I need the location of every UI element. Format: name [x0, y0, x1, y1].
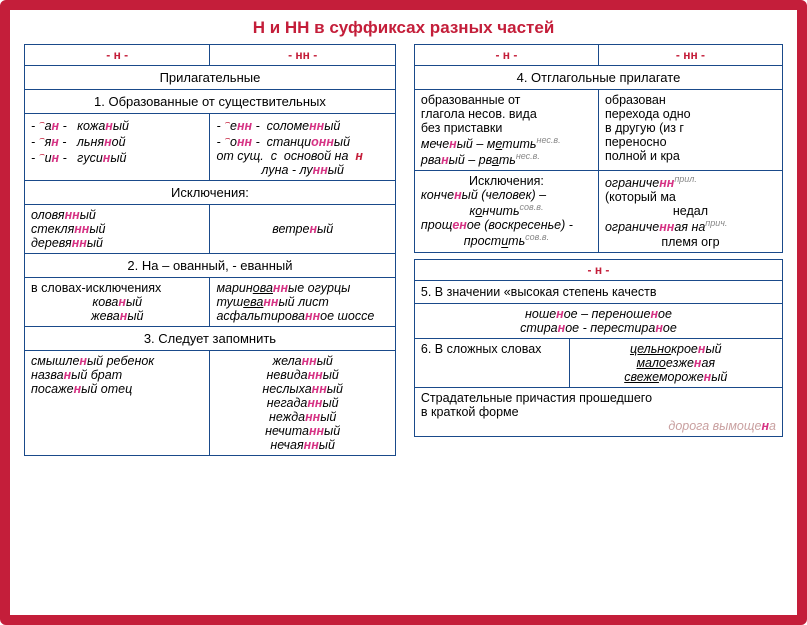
excl4-right: ограниченнприл. (который ма недал ограни…: [598, 171, 782, 252]
main-title: Н и НН в суффиксах разных частей: [10, 18, 797, 38]
section-2: 2. На – ованный, - еванный: [25, 254, 396, 278]
cell-2-right: маринованные огурцы тушеванный лист асфа…: [210, 278, 395, 327]
left-column: - н - - нн - Прилагательные 1. Образован…: [24, 44, 396, 605]
excl-left: оловянный стеклянный деревянный: [25, 205, 210, 254]
header-nn: - нн -: [210, 45, 395, 66]
header-n: - н -: [25, 45, 210, 66]
header-n-r: - н -: [414, 45, 598, 66]
r2-top: в словах-исключениях: [31, 281, 203, 295]
bottom-cell: Страдательные причастия прошедшего в кра…: [414, 387, 782, 436]
section-6: 6. В сложных словах: [415, 339, 569, 387]
cell-3-left: смышленый ребенок названый брат посажены…: [25, 351, 210, 456]
cell-1-left: - ⌢ан - кожаный - ⌢ян - льняной - ⌢ин - …: [25, 114, 210, 181]
content-columns: - н - - нн - Прилагательные 1. Образован…: [10, 44, 797, 615]
cell-4-right: образован перехода одно в другую (из г п…: [598, 90, 782, 171]
document-frame: Н и НН в суффиксах разных частей - н - -…: [0, 0, 807, 625]
cell-3-right: желанный невиданный неслыханный негаданн…: [210, 351, 395, 456]
left-table: - н - - нн - Прилагательные 1. Образован…: [24, 44, 396, 456]
section-4: 4. Отглагольные прилагате: [414, 66, 782, 90]
exclusions-title: Исключения:: [25, 181, 396, 205]
section-5: 5. В значении «высокая степень качеств: [414, 280, 782, 303]
right-column: - н - - нн - 4. Отглагольные прилагате о…: [414, 44, 783, 605]
section-3: 3. Следует запомнить: [25, 327, 396, 351]
excl-right: ветреный: [210, 205, 395, 254]
cell-6-right: цельнокроеный малоезженая свежемороженый: [569, 339, 782, 387]
row-6: 6. В сложных словах цельнокроеный малоез…: [414, 338, 782, 387]
header-n-2: - н -: [414, 259, 782, 280]
section-adj: Прилагательные: [25, 66, 396, 90]
cell-4-left: образованные от глагола несов. вида без …: [414, 90, 598, 171]
header-nn-r: - нн -: [598, 45, 782, 66]
excl4-left: Исключения: конченый (человек) – кончить…: [414, 171, 598, 252]
cell-1-right: - ⌢енн - соломенный - ⌢онн - станционный…: [210, 114, 395, 181]
cell-2-left: в словах-исключениях кованый жеваный: [25, 278, 210, 327]
title-area: Н и НН в суффиксах разных частей: [10, 10, 797, 44]
cell-5: ношеное – переношеное стираное - перести…: [414, 303, 782, 338]
section-1: 1. Образованные от существительных: [25, 90, 396, 114]
right-table-mid: - н - 5. В значении «высокая степень кач…: [414, 259, 783, 437]
right-table-top: - н - - нн - 4. Отглагольные прилагате о…: [414, 44, 783, 253]
